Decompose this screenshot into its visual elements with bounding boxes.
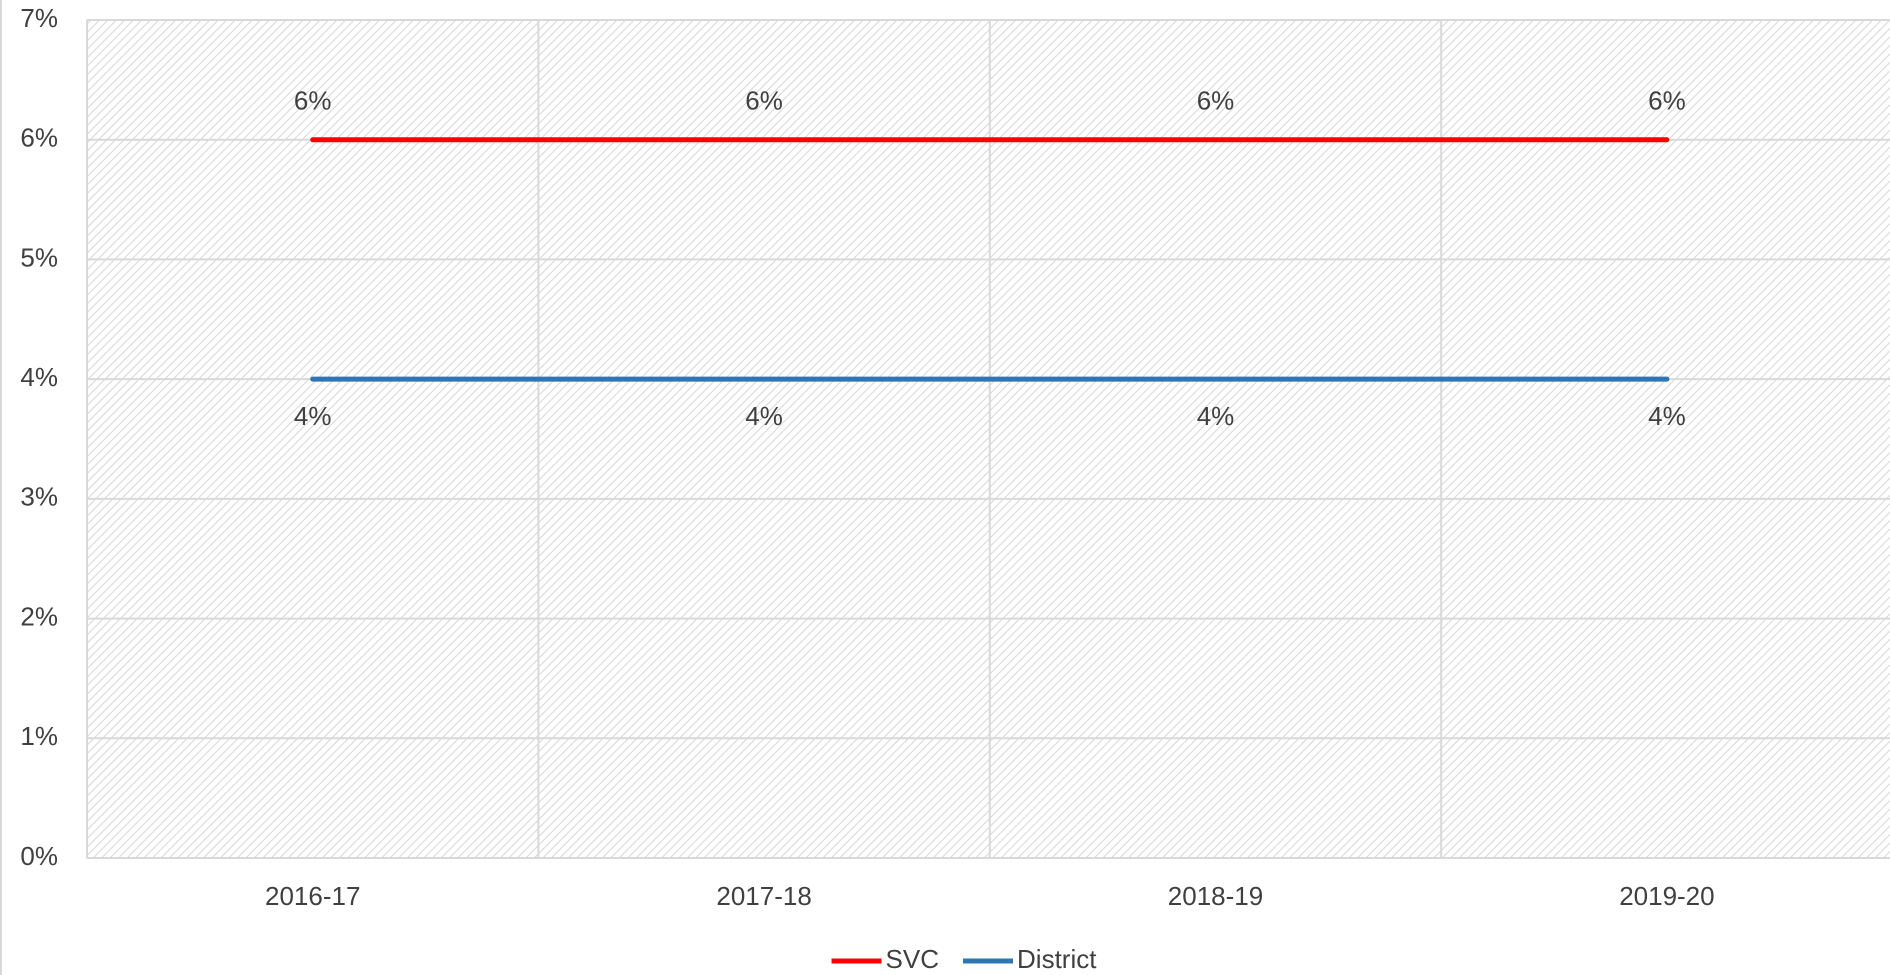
- y-tick-label: 3%: [20, 482, 58, 512]
- data-label: 4%: [1648, 401, 1686, 431]
- data-label: 4%: [745, 401, 783, 431]
- x-tick-label: 2018-19: [1168, 881, 1263, 911]
- legend-label: District: [1017, 944, 1097, 974]
- data-label: 6%: [1648, 86, 1686, 116]
- y-tick-label: 0%: [20, 841, 58, 871]
- y-tick-label: 5%: [20, 242, 58, 272]
- x-tick-label: 2019-20: [1619, 881, 1714, 911]
- legend-label: SVC: [886, 944, 939, 974]
- data-label: 6%: [1197, 86, 1235, 116]
- plot-area: [87, 20, 1890, 858]
- y-tick-label: 1%: [20, 721, 58, 751]
- data-label: 4%: [294, 401, 332, 431]
- y-tick-label: 4%: [20, 362, 58, 392]
- data-label: 4%: [1197, 401, 1235, 431]
- x-tick-label: 2017-18: [716, 881, 811, 911]
- data-label: 6%: [745, 86, 783, 116]
- x-tick-label: 2016-17: [265, 881, 360, 911]
- y-tick-label: 2%: [20, 601, 58, 631]
- data-label: 6%: [294, 86, 332, 116]
- y-tick-label: 6%: [20, 123, 58, 153]
- y-tick-label: 7%: [20, 3, 58, 33]
